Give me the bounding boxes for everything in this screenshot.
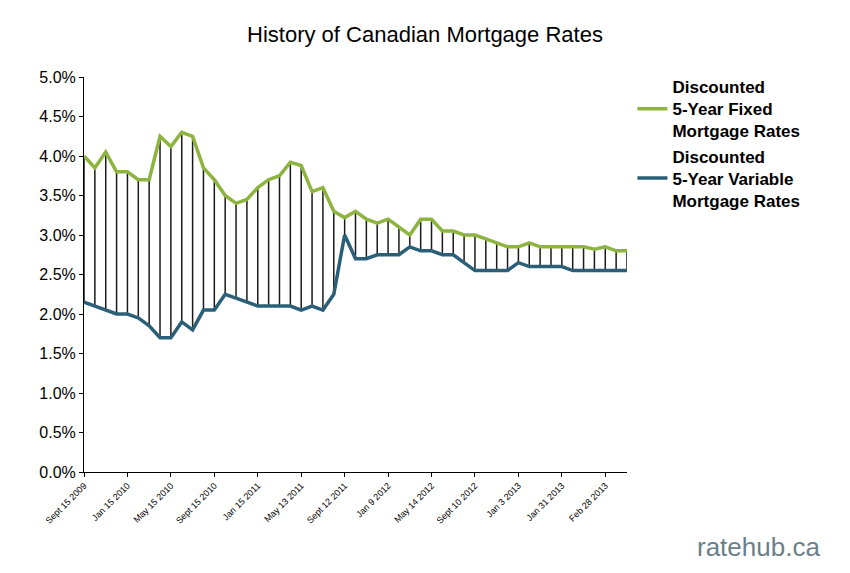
svg-text:Sept 15 2009: Sept 15 2009 (44, 481, 89, 526)
svg-text:3.0%: 3.0% (39, 227, 75, 244)
svg-text:May 13 2011: May 13 2011 (262, 481, 305, 524)
svg-text:Jan 31 2013: Jan 31 2013 (524, 481, 566, 523)
svg-text:Discounted5-Year VariableMortg: Discounted5-Year VariableMortgage Rates (672, 148, 800, 211)
svg-text:Jan 3 2013: Jan 3 2013 (484, 481, 523, 520)
svg-text:Sept 10 2012: Sept 10 2012 (435, 481, 480, 526)
svg-text:Jan 15 2010: Jan 15 2010 (90, 481, 132, 523)
svg-text:Sept 15 2010: Sept 15 2010 (174, 481, 219, 526)
svg-text:May 15 2010: May 15 2010 (132, 481, 176, 525)
svg-text:3.5%: 3.5% (39, 187, 75, 204)
svg-text:Feb 28 2013: Feb 28 2013 (567, 481, 610, 524)
svg-text:May 14 2012: May 14 2012 (392, 481, 436, 525)
svg-text:4.0%: 4.0% (39, 148, 75, 165)
svg-text:Jan 9 2012: Jan 9 2012 (354, 481, 393, 520)
svg-text:0.5%: 0.5% (39, 424, 75, 441)
svg-text:2.0%: 2.0% (39, 306, 75, 323)
svg-text:1.0%: 1.0% (39, 385, 75, 402)
svg-text:1.5%: 1.5% (39, 345, 75, 362)
svg-text:Jan 15 2011: Jan 15 2011 (221, 481, 263, 523)
svg-text:0.0%: 0.0% (39, 464, 75, 481)
svg-text:History of Canadian Mortgage R: History of Canadian Mortgage Rates (247, 22, 603, 47)
svg-text:4.5%: 4.5% (39, 108, 75, 125)
svg-text:Sept 12 2011: Sept 12 2011 (305, 481, 349, 525)
svg-text:5.0%: 5.0% (39, 69, 75, 86)
svg-text:Discounted5-Year FixedMortgage: Discounted5-Year FixedMortgage Rates (672, 78, 800, 141)
svg-text:ratehub.ca: ratehub.ca (697, 532, 820, 562)
svg-text:2.5%: 2.5% (39, 266, 75, 283)
